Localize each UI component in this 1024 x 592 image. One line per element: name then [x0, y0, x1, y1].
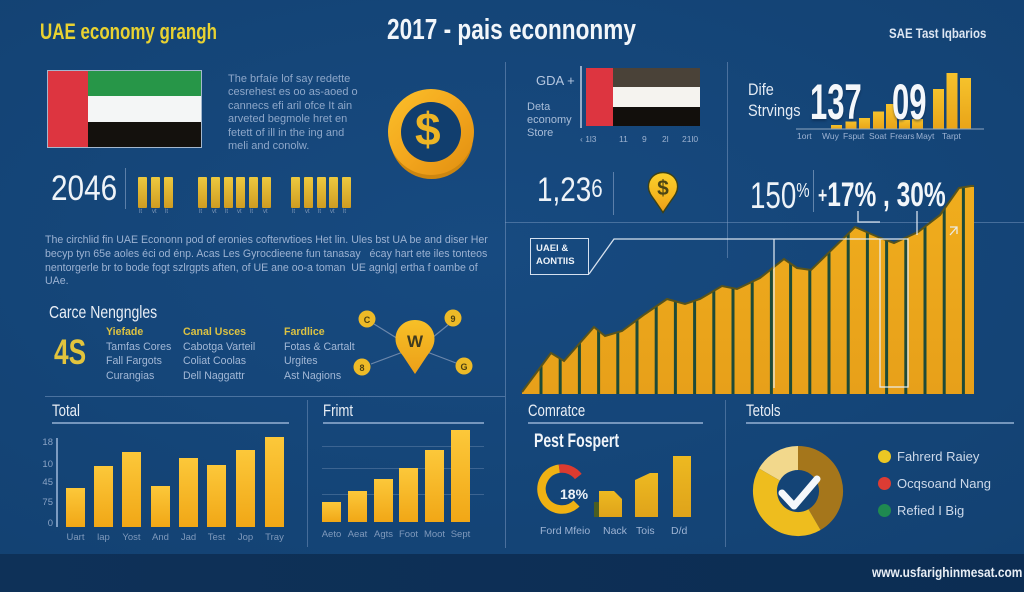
svg-text:W: W [407, 332, 424, 351]
svg-text:9: 9 [450, 314, 455, 324]
svg-text:$: $ [657, 177, 669, 200]
svg-text:G: G [460, 362, 467, 372]
svg-text:8: 8 [359, 363, 364, 373]
svg-text:C: C [364, 315, 371, 325]
